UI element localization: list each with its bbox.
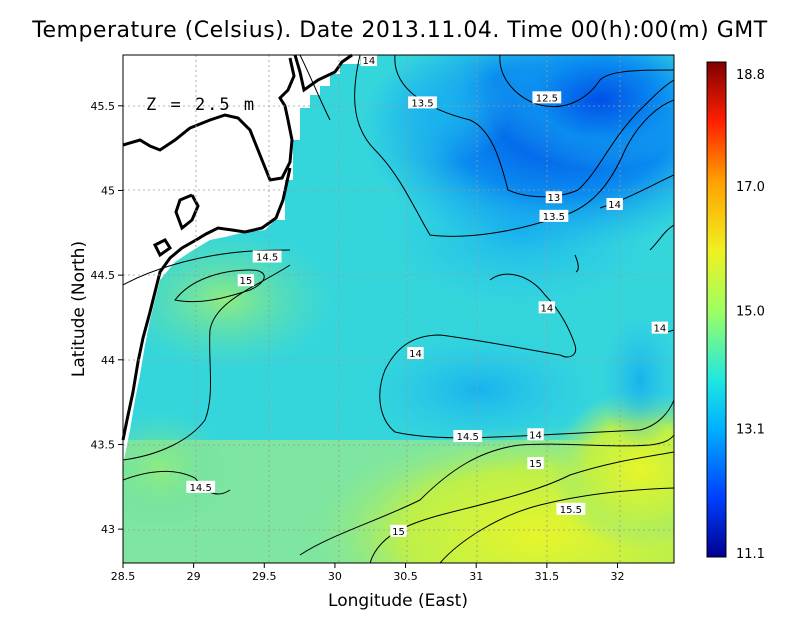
x-tick-label: 31.5 (535, 570, 560, 583)
contour-label: 13.5 (408, 96, 437, 109)
x-axis-title: Longitude (East) (328, 591, 468, 611)
depth-label: Z = 2.5 m (146, 95, 256, 115)
contour-label-box (408, 96, 437, 109)
contour-label-text: 14 (362, 56, 375, 67)
map-title: Temperature (Celsius). Date 2013.11.04. … (32, 18, 768, 43)
contour-label-text: 13 (548, 193, 561, 204)
contour-label: 14.5 (186, 480, 216, 494)
y-tick-label: 44.5 (91, 269, 116, 282)
contour-label-text: 14 (654, 324, 667, 335)
contour-label-text: 14 (540, 303, 553, 314)
contour-label: 15 (390, 524, 407, 538)
contour-label-box (539, 209, 569, 222)
isotherm-14-loop (489, 273, 577, 358)
contour-label-box (532, 91, 562, 104)
isotherm-14-north (299, 55, 331, 121)
colorbar-tick-label: 18.8 (736, 68, 765, 83)
contour-label-text: 15.5 (560, 505, 582, 516)
contour-label-text: 14 (608, 200, 621, 211)
contour-label: 14 (407, 347, 424, 360)
contour-label-text: 13.5 (543, 212, 565, 223)
isotherm-14-east2 (649, 224, 674, 251)
contour-label-box (237, 274, 255, 287)
contour-label-box (538, 301, 556, 314)
contour-label: 14 (527, 428, 544, 441)
contour-label-box (606, 198, 623, 211)
colorbar-tick-labels: 18.8 17.0 15.0 13.1 11.1 (736, 68, 765, 562)
y-axis-title: Latitude (North) (69, 241, 89, 377)
x-tick-label: 28.5 (111, 570, 136, 583)
contour-label: 14 (651, 321, 669, 335)
contour-label: 14 (606, 198, 623, 211)
contour-label-text: 15 (392, 527, 405, 538)
isotherm-15-5 (439, 487, 674, 563)
temperature-field (123, 55, 674, 563)
isotherm-15-loop (174, 269, 265, 303)
contour-label-text: 13.5 (411, 98, 433, 109)
y-tick-label: 43 (101, 523, 115, 536)
contour-label-box (527, 457, 544, 470)
contour-label-text: 15 (529, 459, 542, 470)
contour-label: 14 (360, 54, 378, 67)
contour-label: 15.5 (556, 502, 586, 516)
y-tick-label: 43.5 (91, 438, 116, 451)
y-axis-ticks: 43 43.5 44 44.5 45 45.5 (91, 100, 123, 536)
y-tick-label: 45.5 (91, 100, 116, 113)
contour-label-box (186, 480, 216, 493)
isotherm-14-center (379, 334, 674, 439)
colorbar-tick-label: 13.1 (736, 423, 765, 438)
contour-label-text: 14.5 (256, 253, 278, 264)
contour-label: 13.5 (539, 209, 569, 223)
contour-label-box (360, 54, 378, 67)
contour-label-text: 14.5 (190, 483, 212, 494)
y-tick-label: 44 (101, 354, 115, 367)
contour-label-box (527, 428, 544, 441)
land-area (123, 55, 360, 465)
colorbar-tick-label: 11.1 (736, 547, 765, 562)
x-tick-label: 30.5 (393, 570, 418, 583)
isotherm-coast-east (574, 254, 579, 273)
isotherm-14-5 (123, 249, 291, 286)
contour-label: 14.5 (453, 430, 483, 443)
plot-frame (122, 54, 675, 564)
isotherm-13-5 (354, 55, 674, 237)
x-tick-label: 32 (610, 570, 624, 583)
contour-label: 13 (545, 191, 563, 204)
contour-label-text: 15 (240, 276, 253, 287)
x-tick-label: 31 (469, 570, 483, 583)
x-tick-label: 30 (328, 570, 342, 583)
contour-label-box (407, 347, 424, 360)
coastline (121, 53, 353, 441)
contour-label-text: 12.5 (536, 93, 558, 104)
x-axis-ticks: 28.5 29 29.5 30 30.5 31 31.5 32 (111, 563, 624, 583)
contour-label-box (453, 430, 483, 442)
contour-label: 12.5 (532, 91, 562, 104)
contour-label: 14.5 (252, 250, 282, 264)
isotherm-12-5 (499, 55, 674, 107)
contour-label-box (556, 502, 586, 515)
contour-label-box (252, 250, 282, 263)
contour-label: 15 (237, 274, 255, 287)
x-tick-label: 29.5 (252, 570, 277, 583)
colorbar-tick-label: 17.0 (736, 180, 765, 195)
x-tick-label: 29 (187, 570, 201, 583)
isotherm-13 (394, 55, 674, 198)
contour-label-box (651, 321, 669, 334)
isotherm-14-5-south2 (299, 434, 674, 556)
colorbar (706, 61, 727, 558)
contour-label: 15 (527, 457, 544, 470)
contour-label-text: 14 (409, 349, 422, 360)
isotherm-14-5-south (123, 470, 231, 495)
y-tick-label: 45 (101, 184, 115, 197)
contour-label-text: 14 (529, 430, 542, 441)
contour-label-text: 14.5 (457, 432, 479, 443)
contour-label-box (545, 191, 563, 204)
colorbar-tick-label: 15.0 (736, 304, 765, 319)
contour-labels: 14 13.5 12.5 13 13.5 14 14.5 15 14 14 14 14.5 14 15 14… (186, 54, 669, 538)
contour-label: 14 (538, 301, 556, 314)
contour-label-box (390, 524, 407, 537)
